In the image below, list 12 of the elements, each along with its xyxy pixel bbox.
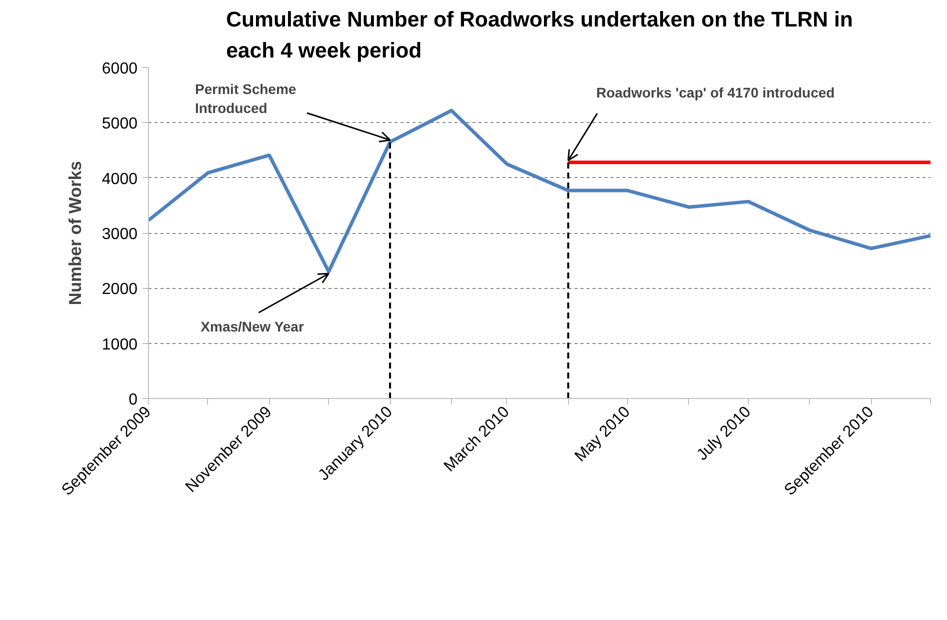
y-tick-label: 2000	[102, 281, 138, 298]
y-tick-label: 6000	[102, 60, 138, 78]
annotation: Roadworks 'cap' of 4170 introduced	[596, 84, 835, 100]
y-tick-label: 1000	[102, 336, 138, 354]
y-tick-label: 5000	[102, 116, 138, 133]
y-axis-title: Number of Works	[64, 160, 85, 306]
y-tick-label: 3000	[102, 226, 138, 243]
annotation: Xmas/New Year	[200, 318, 304, 335]
y-tick-label: 0	[128, 392, 138, 408]
annotation: Permit Scheme Introduced	[195, 80, 296, 116]
chart-title: Cumulative Number of Roadworks undertaken on the TLRN in each 4 week period	[226, 7, 853, 62]
y-tick-label: 4000	[102, 170, 138, 188]
